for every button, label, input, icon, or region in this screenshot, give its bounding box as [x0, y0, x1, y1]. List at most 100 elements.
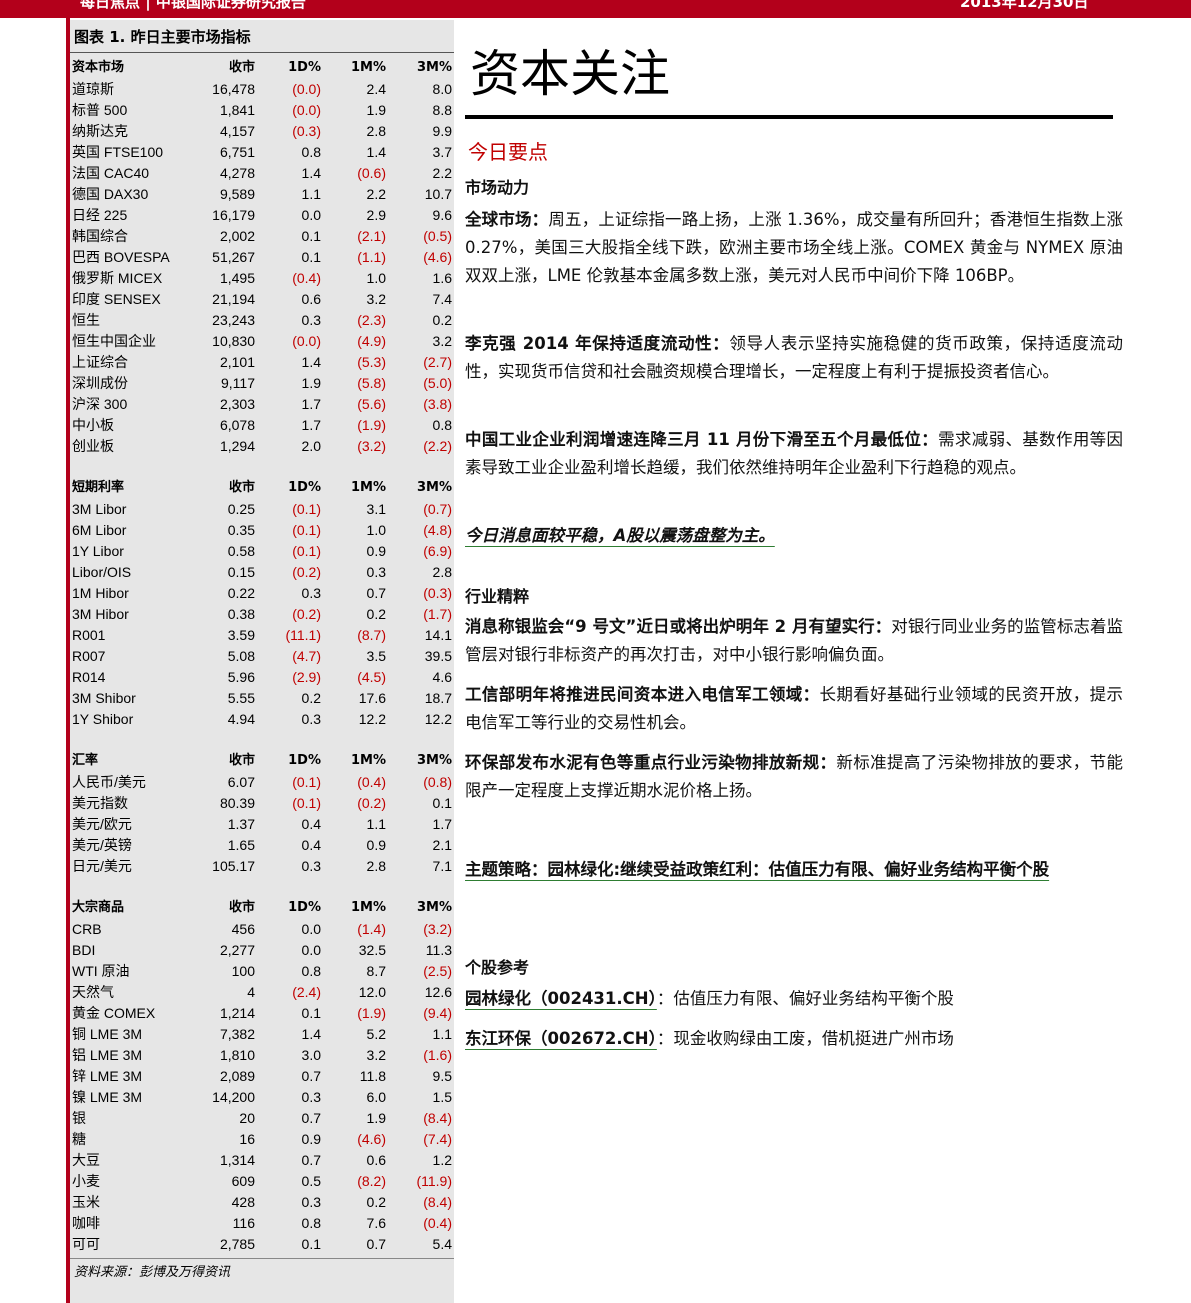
- cell-value: 1.1: [301, 186, 321, 202]
- cell-value: 0.2: [301, 690, 321, 706]
- cell-value: (2.9): [292, 669, 321, 685]
- row-label: 镍 LME 3M: [72, 1089, 143, 1105]
- table-panel: [70, 20, 454, 1303]
- cell-value: 0.22: [227, 585, 255, 601]
- cell-value: (0.0): [292, 333, 321, 349]
- cell-value: 9.5: [432, 1068, 452, 1084]
- row-label: 银: [72, 1110, 86, 1126]
- cell-value: 16,478: [212, 81, 255, 97]
- cell-value: 9.9: [432, 123, 452, 139]
- cell-value: 0.7: [366, 1236, 386, 1252]
- text: 新标准提高了污染物排放的要求，节能限产一定程度上支撑近期水泥价格上扬。: [465, 753, 1124, 800]
- cell-value: 5.96: [227, 669, 255, 685]
- paragraph: 消息称银监会“9 号文”近日或将出炉明年 2 月有望实行：对银行同业业务的监管标…: [465, 613, 1123, 669]
- cell-value: 0.0: [301, 942, 321, 958]
- cell-value: 0.3: [301, 711, 321, 727]
- cell-value: (1.1): [357, 249, 386, 265]
- row-label: 英国 FTSE100: [72, 144, 164, 160]
- row-label: 天然气: [72, 984, 114, 1000]
- cell-value: 1.0: [366, 270, 386, 286]
- cell-value: 0.3: [301, 858, 321, 874]
- cell-value: 0.0: [301, 921, 321, 937]
- cell-value: 14.1: [424, 627, 452, 643]
- column-header: 收市: [228, 480, 255, 495]
- cell-value: 3.1: [366, 501, 386, 517]
- cell-value: (2.2): [423, 438, 452, 454]
- cell-value: 39.5: [424, 648, 452, 664]
- cell-value: 1.9: [366, 102, 386, 118]
- cell-value: (4.9): [357, 333, 386, 349]
- row-label: 铝 LME 3M: [72, 1047, 143, 1063]
- cell-value: 1.6: [432, 270, 452, 286]
- strategy: 主题策略：园林绿化:继续受益政策红利：估值压力有限、偏好业务结构平衡个股: [465, 856, 1123, 884]
- cell-value: (2.3): [357, 312, 386, 328]
- cell-value: (5.6): [357, 396, 386, 412]
- cell-value: 2,277: [219, 942, 255, 958]
- row-label: 美元/英镑: [72, 837, 132, 853]
- stock-name[interactable]: 园林绿化（002431.CH）: [465, 989, 657, 1008]
- text: 长期看好基础行业领域的民资开放，提示电信军工等行业的交易性机会。: [465, 685, 1124, 732]
- cell-value: 80.39: [219, 795, 255, 811]
- cell-value: 116: [232, 1215, 255, 1231]
- lead: 工信部明年将推进民间资本进入电信军工领域：: [465, 685, 820, 704]
- lead: 消息称银监会“9 号文”近日或将出炉明年 2 月有望实行：: [465, 617, 892, 636]
- row-label: 巴西 BOVESPA: [72, 249, 170, 265]
- cell-value: 4,157: [219, 123, 255, 139]
- column-header: 3M%: [416, 753, 452, 768]
- section-heading: 行业精粹: [465, 587, 530, 606]
- cell-value: (3.8): [423, 396, 452, 412]
- cell-value: 1.4: [301, 354, 321, 370]
- cell-value: 2.1: [432, 837, 452, 853]
- cell-value: 1,294: [219, 438, 255, 454]
- cell-value: 1.5: [432, 1089, 452, 1105]
- cell-value: 0.6: [301, 291, 321, 307]
- cell-value: (0.1): [292, 501, 321, 517]
- cell-value: 16,179: [212, 207, 255, 223]
- stock-name[interactable]: 东江环保（002672.CH）: [465, 1029, 657, 1048]
- side-bar: [66, 0, 70, 1303]
- row-label: 咖啡: [72, 1215, 100, 1231]
- column-header: 1M%: [350, 480, 386, 495]
- text: 领导人表示坚持实施稳健的货币政策，保持适度流动性，实现货币信贷和社会融资规模合理…: [465, 334, 1123, 381]
- column-header: 1D%: [288, 753, 321, 768]
- cell-value: 2.0: [301, 438, 321, 454]
- row-label: 锌 LME 3M: [72, 1068, 143, 1084]
- cell-value: 8.0: [432, 81, 452, 97]
- row-label: 纳斯达克: [72, 123, 128, 139]
- cell-value: (4.8): [423, 522, 452, 538]
- cell-value: (8.7): [357, 627, 386, 643]
- cell-value: (1.7): [423, 606, 452, 622]
- row-label: 沪深 300: [72, 396, 128, 412]
- cell-value: 5.4: [432, 1236, 452, 1252]
- cell-value: (0.3): [423, 585, 452, 601]
- cell-value: (0.2): [357, 795, 386, 811]
- cell-value: 0.1: [432, 795, 452, 811]
- cell-value: (0.1): [292, 543, 321, 559]
- cell-value: 0.6: [366, 1152, 386, 1168]
- cell-value: (0.1): [292, 774, 321, 790]
- cell-value: 0.8: [432, 417, 452, 433]
- cell-value: 3.2: [366, 1047, 386, 1063]
- cell-value: (1.9): [357, 1005, 386, 1021]
- row-label: 德国 DAX30: [72, 186, 149, 202]
- lead: 环保部发布水泥有色等重点行业污染物排放新规：: [465, 753, 837, 772]
- cell-value: (0.0): [292, 81, 321, 97]
- cell-value: (0.8): [423, 774, 452, 790]
- cell-value: 11.3: [425, 942, 452, 958]
- row-label: 上证综合: [72, 354, 128, 370]
- paragraph: 环保部发布水泥有色等重点行业污染物排放新规：新标准提高了污染物排放的要求，节能限…: [465, 749, 1123, 805]
- text: 对银行同业业务的监管标志着监管层对银行非标资产的再次打击，对中小银行影响偏负面。: [465, 617, 1124, 664]
- cell-value: (8.2): [357, 1173, 386, 1189]
- cell-value: 0.8: [301, 1215, 321, 1231]
- cell-value: 0.8: [301, 963, 321, 979]
- column-header: 1D%: [288, 480, 321, 495]
- cell-value: 456: [231, 921, 255, 937]
- cell-value: 32.5: [358, 942, 386, 958]
- cell-value: (4.6): [423, 249, 452, 265]
- cell-value: (6.9): [423, 543, 452, 559]
- row-label: 道琼斯: [72, 81, 114, 97]
- cell-value: 0.2: [366, 1194, 386, 1210]
- row-label: 韩国综合: [72, 228, 128, 244]
- cell-value: 1.9: [301, 375, 321, 391]
- cell-value: 6.07: [227, 774, 255, 790]
